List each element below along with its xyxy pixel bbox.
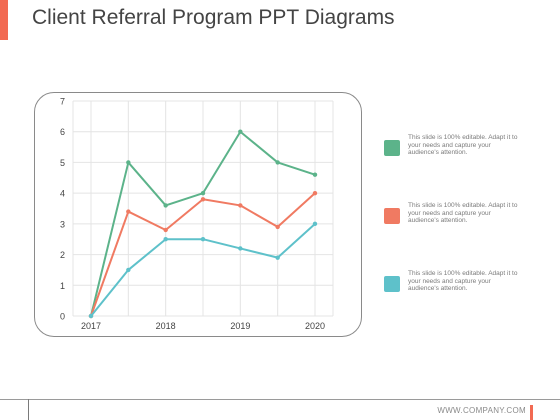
y-tick-label: 7 (60, 97, 65, 107)
legend-item-blue: This slide is 100% editable. Adapt it to… (384, 270, 524, 310)
data-point (200, 190, 206, 196)
data-point (163, 237, 168, 242)
x-tick-label: 2020 (305, 321, 325, 331)
data-point (312, 172, 318, 177)
y-tick-label: 1 (60, 281, 65, 291)
y-tick-label: 6 (60, 127, 65, 137)
y-tick-label: 2 (60, 250, 65, 260)
chart-frame (34, 92, 362, 337)
data-point (312, 190, 318, 196)
legend-text: This slide is 100% editable. Adapt it to… (408, 270, 518, 292)
data-point (126, 209, 131, 214)
x-tick-label: 2017 (81, 321, 101, 331)
data-point (312, 221, 318, 227)
data-point (238, 203, 243, 208)
x-tick-label: 2019 (230, 321, 250, 331)
y-tick-label: 4 (60, 189, 65, 199)
data-point (88, 313, 94, 319)
data-point (126, 267, 131, 273)
legend-swatch-blue (384, 276, 400, 292)
footer-url[interactable]: WWW.COMPANY.COM (437, 406, 526, 415)
page-title: Client Referral Program PPT Diagrams (32, 6, 395, 29)
y-tick-label: 0 (60, 312, 65, 322)
footer-divider (0, 399, 560, 400)
legend-item-green: This slide is 100% editable. Adapt it to… (384, 134, 524, 174)
data-point (275, 255, 280, 260)
y-tick-label: 3 (60, 219, 65, 229)
legend-swatch-orange (384, 208, 400, 224)
data-point (126, 160, 131, 165)
legend-swatch-green (384, 140, 400, 156)
data-point (163, 203, 168, 208)
legend-item-orange: This slide is 100% editable. Adapt it to… (384, 202, 524, 242)
data-point (200, 197, 206, 202)
title-accent-bar (0, 0, 8, 40)
x-tick-label: 2018 (156, 321, 176, 331)
data-point (163, 227, 168, 233)
footer-tick-mark (28, 399, 29, 420)
data-point (275, 160, 280, 165)
data-point (275, 224, 280, 230)
data-point (238, 129, 243, 134)
data-point (200, 237, 206, 242)
data-point (238, 246, 243, 251)
y-tick-label: 5 (60, 158, 65, 168)
legend-text: This slide is 100% editable. Adapt it to… (408, 202, 518, 224)
legend-text: This slide is 100% editable. Adapt it to… (408, 134, 518, 156)
footer-accent-bar (530, 405, 533, 420)
